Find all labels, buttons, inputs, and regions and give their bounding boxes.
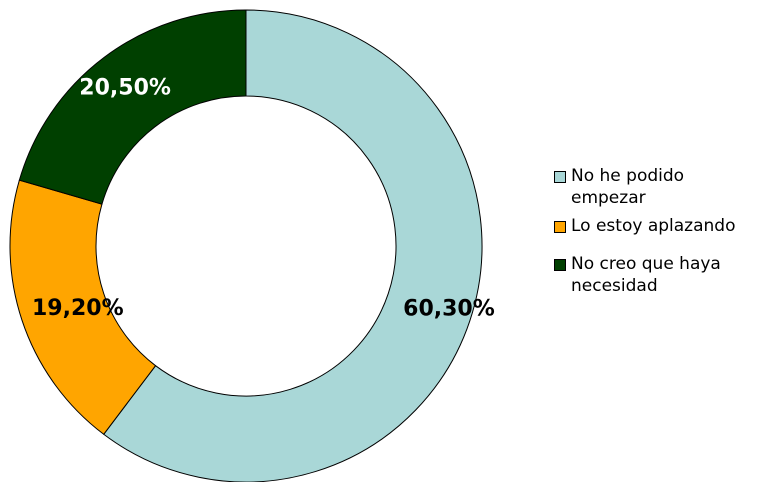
data-labels: 60,30% 19,20% 20,50% [32,76,495,322]
donut-slice-0 [103,9,483,482]
data-label-1: 19,20% [32,296,124,321]
legend-swatch-orange [554,221,566,233]
donut-slices [9,9,483,482]
donut-slice-2 [18,9,247,205]
donut-slice-1 [9,179,157,435]
data-label-2: 20,50% [79,76,171,101]
legend-label: No creo que haya necesidad [571,254,721,296]
legend-swatch-dark-green [554,259,566,271]
legend-label: Lo estoy aplazando [571,216,736,236]
legend: No he podido empezar Lo estoy aplazando … [554,165,759,311]
legend-swatch-light-teal [554,171,566,183]
legend-item-no-he-podido-empezar: No he podido empezar [554,165,759,209]
legend-item-no-creo-que-haya-necesidad: No creo que haya necesidad [554,253,759,297]
legend-label: No he podido empezar [571,166,685,208]
legend-item-lo-estoy-aplazando: Lo estoy aplazando [554,215,759,237]
data-label-0: 60,30% [403,296,495,321]
